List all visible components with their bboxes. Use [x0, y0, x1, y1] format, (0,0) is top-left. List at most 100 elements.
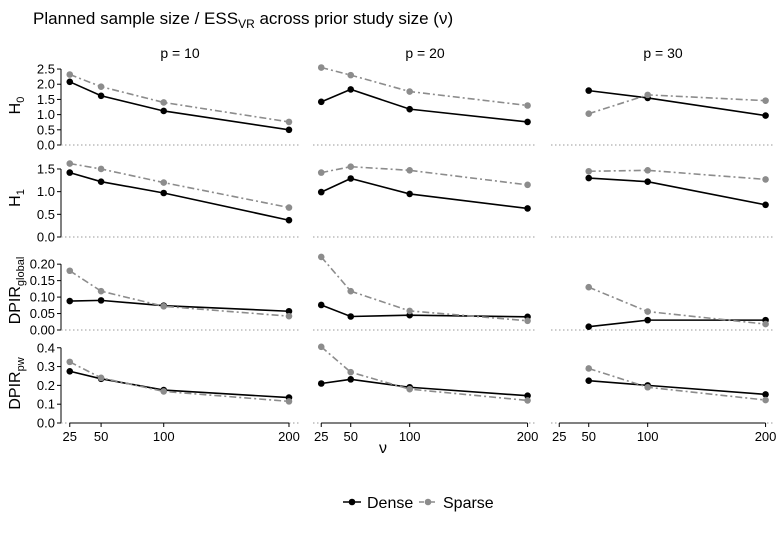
facet-label-col-2: p = 20: [405, 45, 445, 61]
data-point-dense: [762, 112, 769, 119]
y-tick-label-row-4: 0.4: [37, 340, 55, 355]
data-point-sparse: [66, 267, 74, 275]
x-tick-label: 200: [517, 429, 539, 444]
data-point-sparse: [97, 287, 105, 295]
data-point-sparse: [524, 102, 531, 109]
legend-marker-sparse: [424, 498, 432, 506]
x-tick-label: 200: [755, 429, 777, 444]
x-tick-label: 25: [314, 429, 328, 444]
x-tick-label: 100: [399, 429, 421, 444]
series-line-dense: [69, 299, 290, 313]
x-tick-label: 50: [343, 429, 357, 444]
data-point-sparse: [97, 83, 105, 90]
data-point-dense: [524, 392, 531, 400]
data-point-dense: [97, 178, 105, 185]
row-label-main: H: [7, 103, 24, 115]
data-point-sparse: [317, 64, 325, 71]
data-point-dense: [317, 98, 325, 106]
data-point-sparse: [585, 167, 593, 175]
data-point-dense: [644, 316, 651, 324]
data-point-dense: [66, 78, 74, 86]
y-tick-label-row-1: 1.5: [37, 92, 55, 107]
data-point-dense: [97, 92, 105, 100]
y-tick-label-row-4: 0.3: [37, 359, 55, 374]
legend: Dense Sparse: [343, 495, 494, 512]
y-tick-label-row-4: 0.1: [37, 397, 55, 412]
y-tick-label-row-1: 2.5: [37, 62, 55, 77]
series-line-dense: [320, 177, 528, 210]
series-line-dense: [588, 177, 766, 206]
data-point-sparse: [285, 312, 293, 320]
data-point-dense: [347, 175, 355, 182]
data-point-sparse: [347, 287, 355, 295]
data-point-sparse: [97, 374, 105, 382]
series-line-sparse: [69, 162, 290, 209]
series-line-dense: [588, 379, 766, 396]
data-point-dense: [585, 174, 593, 182]
title-tail: across prior study size (ν): [255, 9, 453, 28]
data-point-dense: [317, 380, 325, 387]
series-line-dense: [588, 89, 766, 117]
y-tick-label-row-2: 0.0: [37, 230, 55, 245]
series-line-dense: [69, 171, 290, 222]
legend-marker-dense: [348, 498, 356, 506]
data-point-sparse: [285, 398, 293, 405]
series-line-sparse: [320, 346, 528, 402]
data-point-sparse: [66, 358, 74, 366]
data-point-dense: [285, 307, 293, 315]
title-main: Planned sample size / ESS: [33, 9, 238, 28]
row-label-subscript: 0: [15, 97, 27, 103]
data-point-dense: [66, 169, 74, 176]
data-point-sparse: [317, 169, 325, 176]
data-point-sparse: [160, 179, 168, 186]
x-tick-label: 50: [94, 429, 108, 444]
legend-label-dense: Dense: [367, 495, 413, 512]
data-point-sparse: [524, 397, 531, 404]
data-point-dense: [406, 105, 413, 113]
y-tick-label-row-1: 2.0: [37, 77, 55, 92]
data-point-sparse: [644, 383, 651, 391]
x-axis-label: ν: [379, 440, 387, 457]
facet-label-row-2: H1: [7, 189, 27, 207]
y-tick-label-row-4: 0.0: [37, 416, 55, 431]
data-point-sparse: [66, 71, 74, 78]
chart-title: Planned sample size / ESSVR across prior…: [33, 9, 453, 31]
y-tick-label-row-2: 0.5: [37, 207, 55, 222]
data-point-dense: [285, 126, 293, 134]
row-label-main: DPIR: [7, 286, 24, 324]
y-tick-label-row-3: 0.05: [30, 306, 55, 321]
data-point-dense: [97, 297, 105, 304]
data-point-sparse: [347, 71, 355, 79]
data-point-sparse: [285, 204, 293, 211]
data-point-sparse: [160, 99, 168, 106]
data-point-sparse: [406, 385, 413, 393]
data-point-sparse: [762, 97, 769, 104]
row-label-subscript: pw: [15, 357, 27, 371]
data-point-sparse: [160, 303, 168, 310]
y-tick-label-row-4: 0.2: [37, 378, 55, 393]
data-point-sparse: [317, 343, 325, 351]
facet-label-col-3: p = 30: [643, 45, 683, 61]
row-label-main: DPIR: [7, 371, 24, 409]
data-point-dense: [406, 190, 413, 198]
row-label-subscript: 1: [15, 189, 27, 195]
data-point-dense: [347, 313, 355, 320]
series-line-sparse: [321, 66, 528, 107]
data-point-dense: [317, 188, 325, 196]
data-point-sparse: [97, 165, 105, 173]
data-point-dense: [524, 205, 531, 212]
x-tick-label: 200: [278, 429, 300, 444]
title-subscript: VR: [238, 17, 255, 31]
data-point-dense: [66, 297, 74, 305]
legend-label-sparse: Sparse: [443, 495, 494, 512]
series-line-dense: [69, 81, 290, 131]
x-tick-label: 50: [581, 429, 595, 444]
series-line-sparse: [588, 286, 766, 325]
data-point-sparse: [585, 365, 593, 372]
row-label-subscript: global: [15, 257, 27, 286]
data-point-sparse: [285, 118, 293, 126]
data-point-dense: [524, 118, 531, 126]
data-point-sparse: [317, 253, 325, 261]
x-tick-label: 100: [637, 429, 659, 444]
data-point-sparse: [644, 167, 651, 174]
